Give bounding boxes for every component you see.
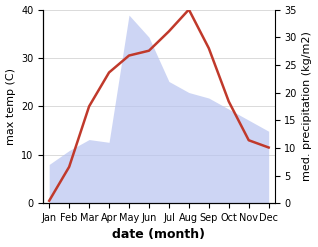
Y-axis label: med. precipitation (kg/m2): med. precipitation (kg/m2) xyxy=(302,31,313,181)
X-axis label: date (month): date (month) xyxy=(113,228,205,242)
Y-axis label: max temp (C): max temp (C) xyxy=(5,68,16,145)
